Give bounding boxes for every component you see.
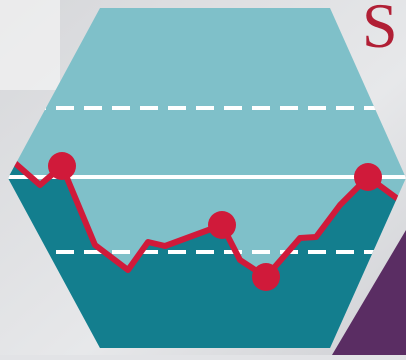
brand-letter: S bbox=[362, 0, 398, 61]
marker bbox=[252, 263, 280, 291]
marker bbox=[354, 163, 382, 191]
marker bbox=[48, 152, 76, 180]
purple-corner bbox=[332, 230, 406, 355]
marker bbox=[208, 211, 236, 239]
background-highlight bbox=[0, 0, 60, 90]
